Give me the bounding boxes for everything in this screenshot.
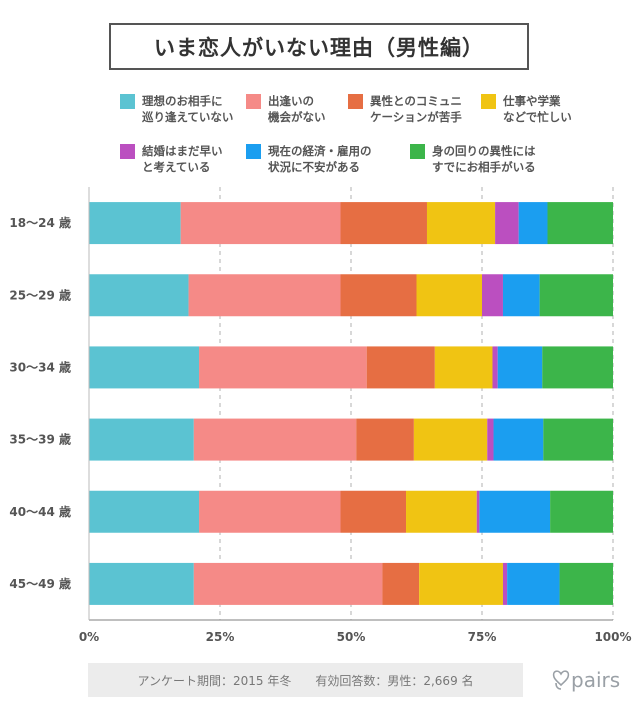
legend-label: 現在の経済・雇用の 状況に不安がある: [268, 144, 372, 174]
bar-segment: [89, 274, 189, 317]
bar-segment: [180, 202, 341, 245]
bar-segment: [479, 490, 551, 533]
stacked-bar-chart: 18〜24 歳 25〜29 歳 30〜34 歳 35〜39 歳 40〜44 歳 45〜49…: [9, 187, 632, 644]
category-label: 40〜44 歳: [9, 504, 71, 519]
legend-label: 理想のお相手に 巡り逢えていない: [142, 94, 234, 124]
bar-segment: [476, 490, 480, 533]
bar-segment: [416, 274, 482, 317]
category-label: 18〜24 歳: [9, 215, 71, 230]
category-label: 45〜49 歳: [9, 576, 71, 591]
bar-segment: [539, 274, 613, 317]
bar-segment: [542, 346, 613, 389]
bar-segment: [482, 274, 503, 317]
pairs-logo: pairs: [552, 668, 620, 692]
legend-item-6: 現在の経済・雇用の 状況に不安がある: [246, 143, 372, 175]
legend-item-5: 結婚はまだ早い と考えている: [120, 143, 223, 175]
bar-segment: [356, 418, 414, 461]
bar-segment: [493, 418, 544, 461]
bar-segment: [487, 418, 494, 461]
legend-swatch: [246, 144, 261, 159]
legend-label: 身の回りの異性には すでにお相手がいる: [432, 144, 536, 174]
bar-segment: [89, 418, 194, 461]
bar-segment: [518, 202, 548, 245]
legend-item-3: 異性とのコミュニ ケーションが苦手: [348, 93, 462, 125]
x-tick-label: 75%: [468, 630, 497, 644]
survey-footer: アンケート期間：2015 年冬 有効回答数：男性：2,669 名: [88, 663, 523, 697]
bar-segment: [495, 202, 519, 245]
bar-segment: [193, 562, 383, 605]
legend-item-7: 身の回りの異性には すでにお相手がいる: [410, 143, 536, 175]
bar-segment: [413, 418, 488, 461]
bar-segment: [188, 274, 341, 317]
pairs-logo-text: pairs: [571, 668, 621, 692]
bar-segment: [543, 418, 613, 461]
legend-item-2: 出逢いの 機会がない: [246, 93, 326, 125]
x-tick-label: 100%: [594, 630, 631, 644]
x-tick-label: 50%: [337, 630, 366, 644]
bar-segment: [89, 346, 200, 389]
legend-swatch: [246, 94, 261, 109]
x-tick-label: 0%: [79, 630, 99, 644]
bar-segment: [382, 562, 420, 605]
bar-segment: [502, 562, 508, 605]
pairs-heart-icon: [552, 670, 570, 690]
bar-segment: [550, 490, 613, 533]
bar-segment: [193, 418, 357, 461]
legend-label: 異性とのコミュニ ケーションが苦手: [370, 94, 462, 124]
legend: 理想のお相手に 巡り逢えていない 出逢いの 機会がない 異性とのコミュニ ケーション…: [0, 0, 640, 190]
bar-segment: [89, 490, 200, 533]
legend-item-1: 理想のお相手に 巡り逢えていない: [120, 93, 233, 125]
x-tick-label: 25%: [206, 630, 235, 644]
bar-segment: [199, 490, 341, 533]
bar-segment: [507, 562, 560, 605]
legend-label: 仕事や学業 などで忙しい: [503, 94, 572, 124]
legend-swatch: [348, 94, 363, 109]
bar-segment: [340, 274, 417, 317]
bar-segment: [497, 346, 543, 389]
bar-segment: [340, 490, 407, 533]
bar-segment: [547, 202, 613, 245]
legend-swatch: [481, 94, 496, 109]
bar-segment: [426, 202, 496, 245]
bar-segment: [559, 562, 613, 605]
chart-title: いま恋人がいない理由（男性編）: [109, 23, 529, 70]
bar-segment: [89, 202, 181, 245]
legend-item-4: 仕事や学業 などで忙しい: [481, 93, 572, 125]
legend-swatch: [410, 144, 425, 159]
legend-swatch: [120, 94, 135, 109]
bar-segment: [199, 346, 367, 389]
bar-segment: [406, 490, 477, 533]
legend-label: 出逢いの 機会がない: [268, 94, 326, 124]
category-label: 30〜34 歳: [9, 359, 71, 374]
bar-segment: [419, 562, 503, 605]
bar-segment: [340, 202, 427, 245]
bar-segment: [366, 346, 435, 389]
bar-segment: [502, 274, 540, 317]
bar-segment: [434, 346, 493, 389]
bar-segment: [89, 562, 194, 605]
legend-swatch: [120, 144, 135, 159]
bar-segment: [492, 346, 498, 389]
category-label: 25〜29 歳: [9, 287, 71, 302]
legend-label: 結婚はまだ早い と考えている: [142, 144, 223, 174]
category-label: 35〜39 歳: [9, 432, 71, 447]
